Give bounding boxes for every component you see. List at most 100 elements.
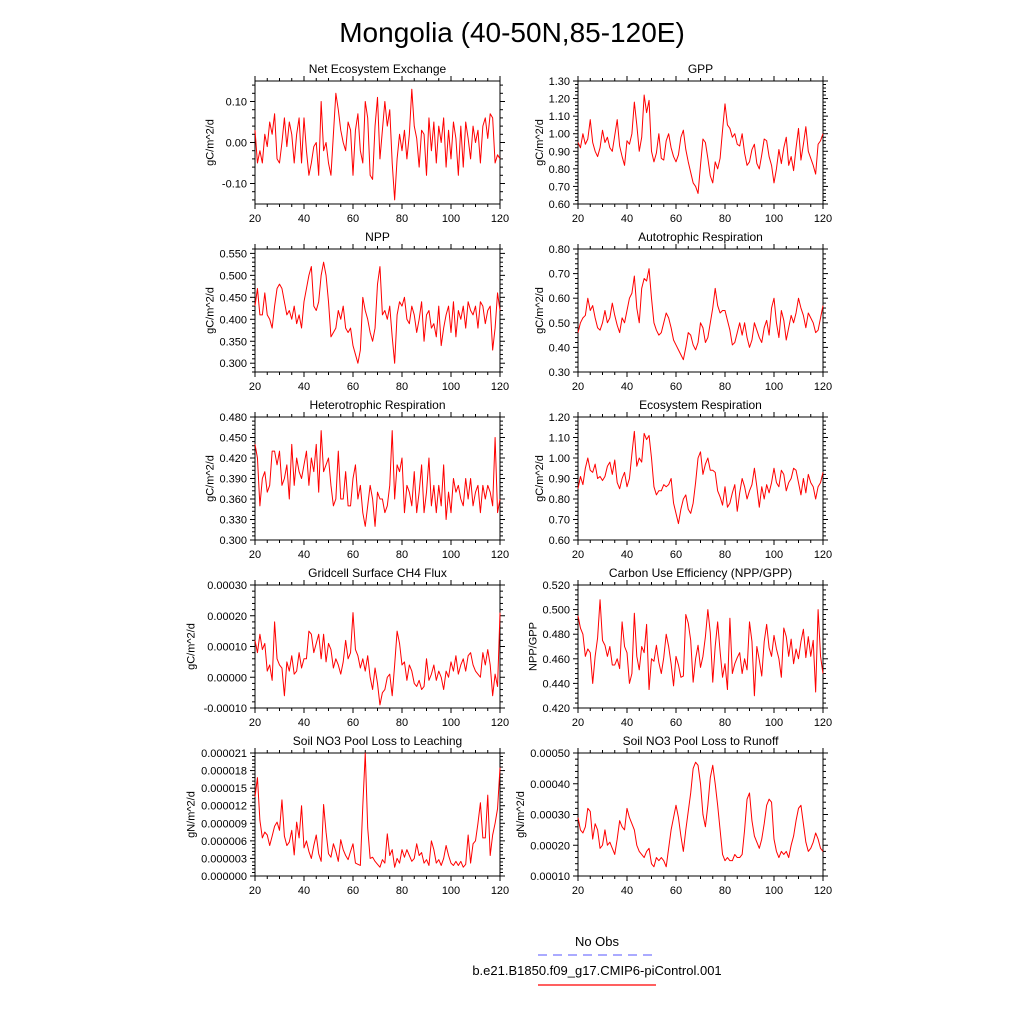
panel-9-ytick-label: 0.000012 <box>201 801 247 813</box>
panel-9-ytick-label: 0.000000 <box>201 871 247 883</box>
panel-5-ytick-label: 0.450 <box>219 433 247 445</box>
legend-model-label: b.e21.B1850.f09_g17.CMIP6-piControl.001 <box>472 963 721 978</box>
panel-8-ylabel: NPP/GPP <box>528 622 540 671</box>
panel-6-xtick-label: 60 <box>670 549 682 561</box>
panel-2-ytick-label: 0.80 <box>549 164 570 176</box>
panel-2-xtick-label: 120 <box>814 213 832 225</box>
panel-10-xtick-label: 100 <box>765 885 783 897</box>
panel-3-ytick-label: 0.450 <box>219 292 247 304</box>
panel-8-ytick-label: 0.440 <box>542 678 570 690</box>
panel-8-series-line <box>577 599 824 697</box>
panel-8-xtick-label: 20 <box>572 717 584 729</box>
panel-8-xtick-label: 40 <box>621 717 633 729</box>
panel-8-title: Carbon Use Efficiency (NPP/GPP) <box>609 566 792 580</box>
panel-6-xtick-label: 120 <box>814 549 832 561</box>
panel-2-ytick-label: 1.30 <box>549 76 570 88</box>
panel-9: Soil NO3 Pool Loss to Leaching 20 40 60 80 10… <box>186 734 510 897</box>
panel-2: GPP 20 40 60 80 100 120 0.60 0.70 0.80 0.90 1.00 1.1… <box>534 62 832 225</box>
panel-4-xtick-label: 120 <box>814 381 832 393</box>
panel-8-ytick-label: 0.420 <box>542 703 570 715</box>
panel-6: Ecosystem Respiration 20 40 60 80 100 120 0.60 0… <box>534 398 832 561</box>
panel-5-frame <box>254 416 501 541</box>
panel-4-title: Autotrophic Respiration <box>638 230 763 244</box>
panel-2-ytick-label: 0.90 <box>549 146 570 158</box>
panel-9-ylabel: gN/m^2/d <box>186 791 198 838</box>
panel-6-xtick-label: 80 <box>719 549 731 561</box>
panel-7-ytick-label: -0.00010 <box>204 703 247 715</box>
panel-5-ytick-label: 0.390 <box>219 474 247 486</box>
panel-9-xtick-label: 20 <box>249 885 261 897</box>
panel-6-title: Ecosystem Respiration <box>639 398 762 412</box>
panel-9-title: Soil NO3 Pool Loss to Leaching <box>293 734 462 748</box>
panel-6-ytick-label: 0.80 <box>549 494 570 506</box>
panel-3-xtick-label: 20 <box>249 381 261 393</box>
figure-title: Mongolia (40-50N,85-120E) <box>339 17 685 48</box>
panel-8-xtick-label: 100 <box>765 717 783 729</box>
panel-4-ytick-label: 0.30 <box>549 367 570 379</box>
panel-10-xtick-label: 60 <box>670 885 682 897</box>
panel-10: Soil NO3 Pool Loss to Runoff 20 40 60 80 100 1… <box>515 734 832 897</box>
panel-6-ytick-label: 1.00 <box>549 453 570 465</box>
panel-6-xtick-label: 40 <box>621 549 633 561</box>
panel-10-xtick-label: 120 <box>814 885 832 897</box>
panel-7-xtick-label: 40 <box>298 717 310 729</box>
panel-3-title: NPP <box>365 230 390 244</box>
panel-9-ytick-label: 0.000006 <box>201 836 247 848</box>
panel-7-xtick-label: 20 <box>249 717 261 729</box>
panel-7-ytick-label: 0.00020 <box>207 611 247 623</box>
panel-1-ylabel: gC/m^2/d <box>205 119 217 166</box>
panel-9-ytick-label: 0.000021 <box>201 748 247 760</box>
panel-2-series-line <box>577 94 824 194</box>
panel-3-series-line <box>254 261 501 364</box>
panel-9-frame <box>254 752 501 877</box>
panel-9-xtick-label: 60 <box>347 885 359 897</box>
panel-1-xtick-label: 60 <box>347 213 359 225</box>
panel-3-xtick-label: 60 <box>347 381 359 393</box>
panel-6-frame <box>577 416 824 541</box>
panel-3-xtick-label: 100 <box>442 381 460 393</box>
panel-9-xtick-label: 100 <box>442 885 460 897</box>
panel-7-ytick-label: 0.00010 <box>207 642 247 654</box>
panel-2-xtick-label: 60 <box>670 213 682 225</box>
panel-8-xtick-label: 60 <box>670 717 682 729</box>
panel-7-ytick-label: 0.00000 <box>207 672 247 684</box>
panel-2-ytick-label: 1.00 <box>549 129 570 141</box>
panel-4-series-line <box>577 268 824 361</box>
panel-6-series-line <box>577 430 824 525</box>
panel-10-series-line <box>577 761 824 868</box>
panel-3: NPP 20 40 60 80 100 120 0.300 0.350 0.400 0.450 0.5… <box>205 230 510 393</box>
panel-1-xtick-label: 40 <box>298 213 310 225</box>
panel-10-xtick-label: 20 <box>572 885 584 897</box>
panel-3-xtick-label: 40 <box>298 381 310 393</box>
panel-4: Autotrophic Respiration 20 40 60 80 100 120 0.3… <box>534 230 832 393</box>
panel-3-ylabel: gC/m^2/d <box>205 287 217 334</box>
panel-6-ytick-label: 1.10 <box>549 433 570 445</box>
panel-8-frame <box>577 584 824 709</box>
panel-5-ytick-label: 0.420 <box>219 453 247 465</box>
panel-4-frame <box>577 248 824 373</box>
panel-9-ytick-label: 0.000015 <box>201 783 247 795</box>
panel-4-ytick-label: 0.70 <box>549 269 570 281</box>
panel-6-ytick-label: 0.90 <box>549 474 570 486</box>
panel-2-ytick-label: 1.10 <box>549 111 570 123</box>
panel-3-ytick-label: 0.300 <box>219 358 247 370</box>
panel-1-title: Net Ecosystem Exchange <box>309 62 447 76</box>
panel-9-xtick-label: 80 <box>396 885 408 897</box>
panel-2-xtick-label: 20 <box>572 213 584 225</box>
panel-3-ytick-label: 0.400 <box>219 314 247 326</box>
panel-3-ytick-label: 0.550 <box>219 248 247 260</box>
panel-4-xtick-label: 20 <box>572 381 584 393</box>
panel-1-ytick-label: 0.10 <box>226 97 247 109</box>
panel-8-xtick-label: 80 <box>719 717 731 729</box>
panel-4-xtick-label: 100 <box>765 381 783 393</box>
panel-9-xtick-label: 120 <box>491 885 509 897</box>
panel-9-ytick-label: 0.000009 <box>201 818 247 830</box>
panel-3-xtick-label: 120 <box>491 381 509 393</box>
panel-5-xtick-label: 100 <box>442 549 460 561</box>
panel-10-ytick-label: 0.00040 <box>530 779 570 791</box>
panel-6-xtick-label: 20 <box>572 549 584 561</box>
panel-1-xtick-label: 120 <box>491 213 509 225</box>
panel-5-ytick-label: 0.300 <box>219 535 247 547</box>
panel-10-ytick-label: 0.00030 <box>530 810 570 822</box>
